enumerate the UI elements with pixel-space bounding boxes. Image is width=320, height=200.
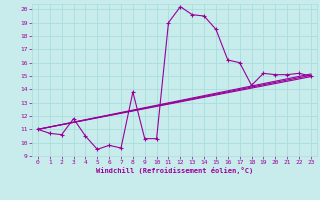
- X-axis label: Windchill (Refroidissement éolien,°C): Windchill (Refroidissement éolien,°C): [96, 167, 253, 174]
